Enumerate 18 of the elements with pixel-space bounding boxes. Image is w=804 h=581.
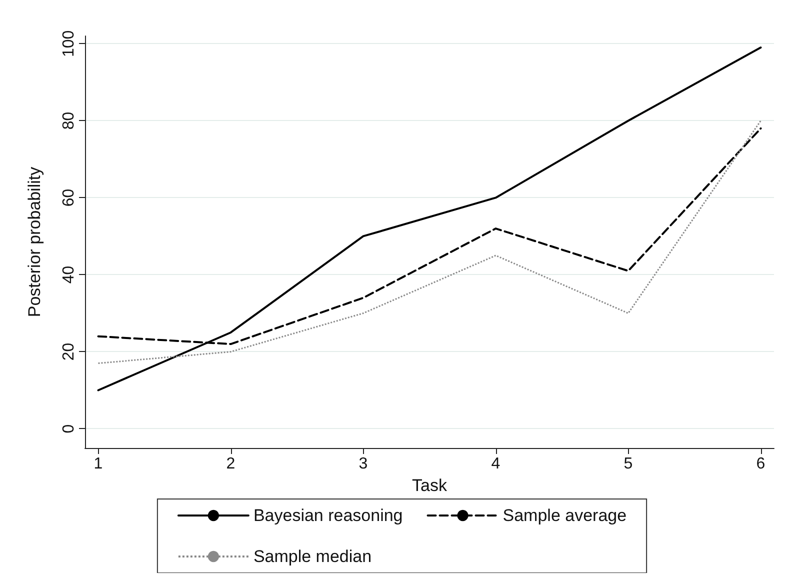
x-tick-label: 5 [624,456,633,472]
x-tick-label: 2 [226,456,236,472]
y-axis-title: Posterior probability [25,166,44,318]
y-tick-label: 0 [60,424,78,434]
x-tick-label: 6 [756,456,766,472]
x-tick-label: 4 [491,456,500,472]
x-tick-label: 1 [94,456,103,472]
y-tick-label: 40 [60,266,78,284]
x-axis-title: Task [412,476,448,495]
y-tick-label: 100 [60,30,78,58]
y-tick-label: 80 [60,112,78,130]
legend-label: Bayesian reasoning [253,506,403,525]
legend-label: Sample average [502,506,627,525]
line-series [97,46,762,392]
legend-label: Sample median [253,547,372,566]
x-tick-label: 3 [358,456,368,472]
y-tick-label: 20 [60,342,78,361]
y-tick-label: 60 [60,188,78,207]
